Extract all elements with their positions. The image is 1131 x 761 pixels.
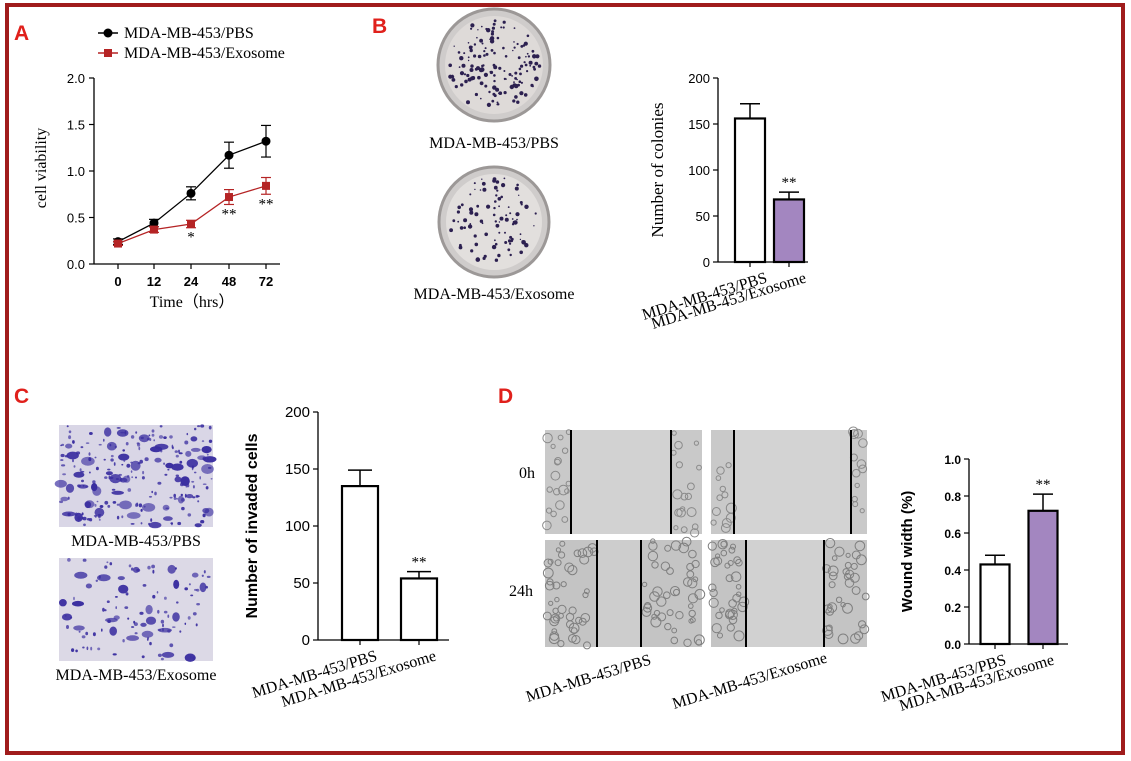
bar-2: [772, 198, 806, 264]
wound-column-label-exosome: MDA-MB-453/Exosome: [670, 650, 829, 713]
dish-label-pbs: MDA-MB-453/PBS: [429, 135, 559, 152]
legend-label: MDA-MB-453/Exosome: [124, 45, 285, 62]
x-tick-label: 0: [114, 274, 121, 289]
wound-image-exosome-0h: [710, 426, 868, 534]
wound-image-exosome-24h: [707, 538, 870, 647]
bar-1: [979, 563, 1011, 646]
y-tick-label: 150: [688, 117, 710, 132]
y-axis-title: Wound width (%): [899, 491, 916, 612]
y-tick-label: 150: [285, 461, 310, 478]
wound-row-label-24h: 24h: [509, 583, 533, 600]
invasion-image-exosome: [59, 558, 213, 662]
y-tick-label: 0.0: [67, 257, 85, 272]
y-tick-label: 0.5: [67, 211, 85, 226]
data-point: [114, 239, 122, 248]
y-tick-label: 1.5: [67, 118, 85, 133]
wound-row-label-0h: 0h: [519, 465, 535, 482]
y-tick-label: 200: [285, 404, 310, 421]
invasion-label-pbs: MDA-MB-453/PBS: [71, 533, 201, 550]
chart-b-colonies: 050100150200MDA-MB-453/PBS**MDA-MB-453/E…: [640, 71, 808, 333]
y-tick-label: 2.0: [67, 71, 85, 86]
wound-image-pbs-0h: [542, 429, 702, 538]
x-axis-title: Time（hrs）: [150, 293, 235, 311]
significance-mark: **: [782, 175, 797, 191]
data-point: [261, 136, 271, 146]
bar-1: [733, 117, 767, 264]
legend-marker: [103, 28, 113, 38]
y-tick-label: 200: [688, 71, 710, 86]
y-tick-label: 1.0: [67, 164, 85, 179]
y-tick-label: 1.0: [944, 453, 961, 467]
significance-mark: **: [259, 196, 274, 212]
bar-2: [1027, 509, 1059, 646]
dish-label-exosome: MDA-MB-453/Exosome: [414, 286, 575, 303]
y-axis-title: cell viability: [33, 128, 50, 208]
bar-1: [340, 485, 380, 642]
data-point: [224, 150, 234, 160]
significance-mark: **: [412, 555, 427, 571]
significance-mark: **: [1036, 477, 1051, 493]
data-point: [150, 225, 158, 234]
data-point: [262, 181, 270, 190]
y-axis-title: Number of colonies: [648, 102, 667, 237]
x-tick-label: 48: [222, 274, 236, 289]
y-tick-label: 50: [293, 575, 310, 592]
x-tick-label: 72: [259, 274, 273, 289]
y-tick-label: 0.8: [944, 490, 961, 504]
x-tick-label: 12: [147, 274, 161, 289]
y-tick-label: 0.6: [944, 527, 961, 541]
chart-d-wound-width: 0.00.20.40.60.81.0MDA-MB-453/PBS**MDA-MB…: [879, 453, 1068, 715]
significance-mark: *: [187, 230, 195, 246]
chart-c-invaded-cells: 050100150200MDA-MB-453/PBS**MDA-MB-453/E…: [244, 404, 449, 711]
y-tick-label: 0: [703, 255, 710, 270]
invasion-image-pbs: [54, 424, 217, 529]
panel-letter-c: C: [14, 385, 29, 408]
colony-dish-exosome: [437, 165, 551, 279]
significance-mark: **: [222, 206, 237, 222]
wound-image-pbs-24h: [542, 536, 706, 650]
panel-letter-d: D: [498, 385, 513, 408]
wound-column-label-pbs: MDA-MB-453/PBS: [524, 652, 653, 706]
data-point: [187, 220, 195, 229]
panel-letter-a: A: [14, 22, 29, 45]
bar-2: [399, 577, 439, 642]
figure-frame: [5, 3, 1125, 755]
y-tick-label: 0.2: [944, 601, 961, 615]
data-point: [149, 218, 159, 228]
data-point: [186, 188, 196, 198]
y-axis-title: Number of invaded cells: [244, 433, 261, 618]
chart-a-cell-viability: 0.0 0.5 1.0 1.5 2.0 0 12 24 48 72 Time（hrs） cell vi…: [33, 25, 285, 311]
y-tick-label: 0.4: [944, 564, 961, 578]
y-tick-label: 0: [302, 632, 310, 649]
invasion-label-exosome: MDA-MB-453/Exosome: [56, 667, 217, 684]
legend-marker: [104, 49, 112, 57]
colony-dish-pbs: [436, 7, 552, 123]
data-point: [225, 193, 233, 202]
y-tick-label: 0.0: [944, 638, 961, 652]
panel-letter-b: B: [372, 15, 387, 38]
y-tick-label: 50: [696, 209, 710, 224]
y-tick-label: 100: [688, 163, 710, 178]
legend-label: MDA-MB-453/PBS: [124, 25, 254, 42]
y-tick-label: 100: [285, 518, 310, 535]
x-tick-label: 24: [184, 274, 199, 289]
